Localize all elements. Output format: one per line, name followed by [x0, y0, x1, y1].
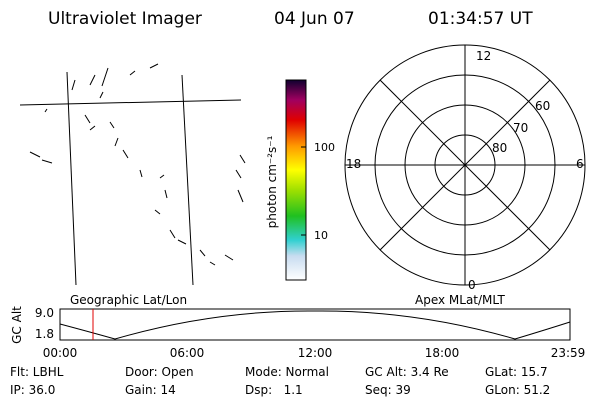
mlt-label: 6 [576, 157, 584, 171]
lat-label: 70 [513, 121, 528, 135]
colorbar-tick: 100 [314, 141, 335, 154]
altitude-plot [59, 308, 571, 341]
date: 04 Jun 07 [274, 9, 355, 29]
x-tick-label: 12:00 [298, 346, 333, 360]
x-tick-label: 18:00 [425, 346, 460, 360]
y-axis-label: GC Alt [10, 306, 24, 344]
footer-field: IP: 36.0 [10, 383, 55, 397]
footer-field: GLat: 15.7 [485, 365, 548, 379]
polar-label: Apex MLat/MLT [415, 293, 505, 307]
footer-field: Mode: Normal [245, 365, 329, 379]
footer-field: Door: Open [125, 365, 194, 379]
x-tick-label: 00:00 [43, 346, 78, 360]
colorbar [285, 79, 307, 281]
title: Ultraviolet Imager [48, 9, 202, 29]
map-label: Geographic Lat/Lon [70, 293, 187, 307]
lat-label: 80 [492, 141, 507, 155]
time: 01:34:57 UT [428, 9, 533, 29]
y-tick-label: 1.8 [35, 327, 54, 341]
geo-map [19, 63, 246, 286]
x-tick-label: 23:59 [551, 346, 586, 360]
footer-field: Gain: 14 [125, 383, 176, 397]
footer-field: GC Alt: 3.4 Re [365, 365, 449, 379]
mlt-label: 0 [468, 278, 476, 292]
colorbar-label: photon cm⁻²s⁻¹ [265, 135, 279, 228]
footer-field: Seq: 39 [365, 383, 411, 397]
footer-field: Dsp: 1.1 [245, 383, 303, 397]
y-tick-label: 9.0 [35, 306, 54, 320]
polar-plot [344, 44, 586, 286]
lat-label: 60 [535, 99, 550, 113]
footer-field: Flt: LBHL [10, 365, 64, 379]
mlt-label: 12 [476, 49, 491, 63]
footer-field: GLon: 51.2 [485, 383, 550, 397]
colorbar-tick: 10 [314, 229, 328, 242]
mlt-label: 18 [346, 157, 361, 171]
x-tick-label: 06:00 [170, 346, 205, 360]
altitude-curve [59, 310, 571, 340]
footer: Flt: LBHL Door: Open Mode: Normal GC Alt: 3… [10, 365, 550, 397]
